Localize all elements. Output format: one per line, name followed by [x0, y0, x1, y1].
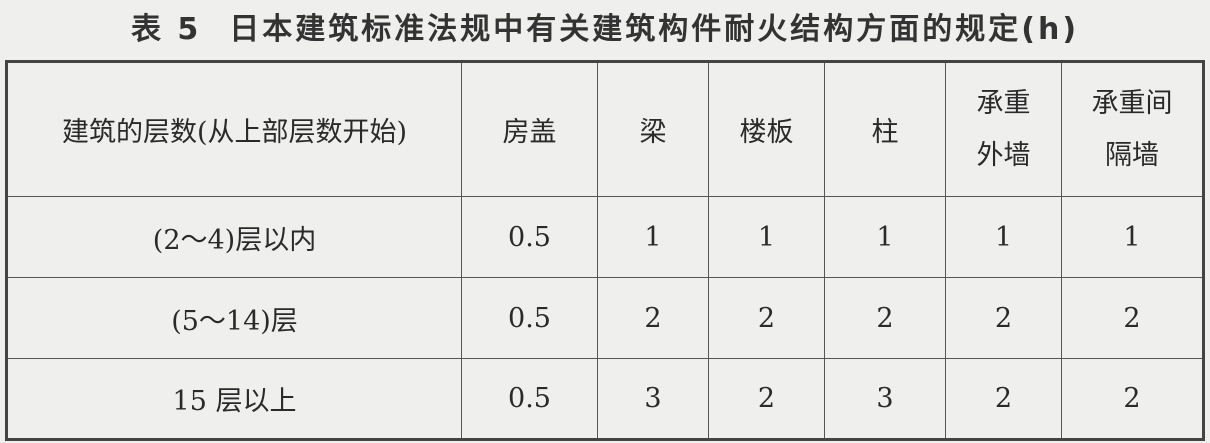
- cell: 3: [597, 358, 709, 440]
- header-text-load-bearing-partition-wall: 承重间隔墙: [1091, 87, 1173, 171]
- cell: (5～14)层: [6, 277, 462, 359]
- table-row: 15 层以上 0.5 3 2 3 2 2: [6, 358, 1204, 440]
- fire-resistance-table: 建筑的层数(从上部层数开始) 房盖 梁 楼板 柱 承重外墙 承重间隔墙 (2～4…: [5, 60, 1205, 441]
- cell: 1: [1061, 196, 1204, 278]
- cell: 1: [945, 196, 1062, 278]
- cell: (2～4)层以内: [6, 196, 462, 278]
- table-row: (2～4)层以内 0.5 1 1 1 1 1: [6, 196, 1204, 278]
- header-cell: 建筑的层数(从上部层数开始): [6, 61, 462, 197]
- table-title: 表 5 日本建筑标准法规中有关建筑构件耐火结构方面的规定(h): [0, 4, 1210, 48]
- table-caption: 日本建筑标准法规中有关建筑构件耐火结构方面的规定(h): [229, 12, 1080, 47]
- cell: 1: [708, 196, 825, 278]
- cell: 2: [597, 277, 709, 359]
- cell: 2: [708, 277, 825, 359]
- cell: 1: [597, 196, 709, 278]
- header-cell: 承重外墙: [945, 61, 1062, 197]
- cell: 2: [945, 277, 1062, 359]
- cell: 3: [824, 358, 946, 440]
- header-cell: 房盖: [461, 61, 598, 197]
- cell: 1: [824, 196, 946, 278]
- cell: 2: [708, 358, 825, 440]
- header-cell: 梁: [597, 61, 709, 197]
- cell: 0.5: [461, 277, 598, 359]
- cell: 15 层以上: [6, 358, 462, 440]
- cell: 0.5: [461, 196, 598, 278]
- header-cell: 楼板: [708, 61, 825, 197]
- header-row: 建筑的层数(从上部层数开始) 房盖 梁 楼板 柱 承重外墙 承重间隔墙: [6, 61, 1204, 197]
- header-cell: 柱: [824, 61, 946, 197]
- cell: 2: [1061, 358, 1204, 440]
- header-text-load-bearing-exterior-wall: 承重外墙: [976, 87, 1031, 171]
- header-cell: 承重间隔墙: [1061, 61, 1204, 197]
- table-row: (5～14)层 0.5 2 2 2 2 2: [6, 277, 1204, 359]
- table-number: 表 5: [130, 12, 202, 47]
- cell: 0.5: [461, 358, 598, 440]
- cell: 2: [945, 358, 1062, 440]
- cell: 2: [824, 277, 946, 359]
- cell: 2: [1061, 277, 1204, 359]
